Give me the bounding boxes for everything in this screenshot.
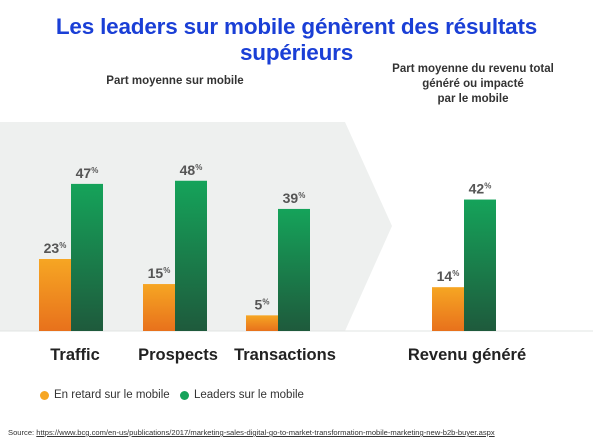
subhead-right: Part moyenne du revenu total généré ou i…	[378, 62, 568, 107]
bar-lead	[464, 199, 496, 331]
legend-label-lag: En retard sur le mobile	[54, 389, 170, 401]
bar-lead	[175, 180, 207, 331]
value-label: 47%	[76, 165, 99, 181]
bars-layer	[39, 180, 496, 331]
category-label: Transactions	[234, 346, 336, 364]
value-label: 23%	[44, 240, 67, 256]
legend-item-lead: Leaders sur le mobile	[180, 389, 304, 401]
source-prefix: Source:	[8, 428, 35, 437]
bar-lead	[71, 183, 103, 331]
bar-lead	[278, 208, 310, 331]
legend-item-lag: En retard sur le mobile	[40, 389, 170, 401]
source-note: Source: https://www.bcg.com/en-us/public…	[8, 428, 495, 437]
value-label: 39%	[283, 190, 306, 206]
legend-dot-green	[180, 390, 189, 400]
value-label: 15%	[148, 265, 171, 281]
category-label: Prospects	[138, 346, 218, 364]
subhead-left: Part moyenne sur mobile	[106, 75, 244, 87]
legend-label-lead: Leaders sur le mobile	[194, 389, 304, 401]
bar-lag	[143, 284, 175, 331]
legend-dot-orange	[40, 390, 49, 400]
category-label: Traffic	[50, 346, 100, 364]
bar-lag	[39, 259, 71, 331]
subhead-right-line: Part moyenne du revenu total	[392, 63, 554, 75]
bar-lag	[432, 287, 464, 331]
value-label: 14%	[437, 268, 460, 284]
bar-lag	[246, 315, 278, 331]
value-label: 5%	[255, 296, 270, 312]
value-labels-layer: 23% 47% 15% 48% 5% 39% 14% 42%	[44, 162, 492, 313]
chart-title: Les leaders sur mobile génèrent des résu…	[55, 14, 538, 65]
source-link[interactable]: https://www.bcg.com/en-us/publications/2…	[36, 428, 495, 437]
value-label: 48%	[180, 162, 203, 178]
category-label: Revenu généré	[407, 346, 527, 364]
subhead-right-line: par le mobile	[437, 93, 509, 105]
subhead-right-line: généré ou impacté	[422, 78, 524, 90]
value-label: 42%	[469, 181, 492, 197]
